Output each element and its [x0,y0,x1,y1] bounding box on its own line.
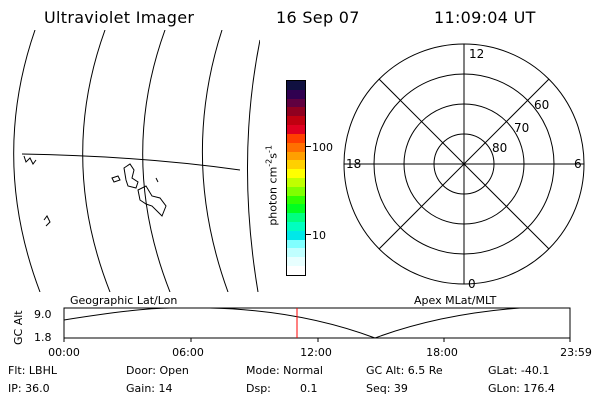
gain-info: Gain: 14 [126,382,173,395]
door-info: Door: Open [126,364,189,377]
colorbar-segment [287,230,305,240]
colorbar-segment [287,142,305,152]
colorbar-segment [287,107,305,117]
colorbar-tick-100: 100 [312,141,333,154]
ip-info: IP: 36.0 [8,382,50,395]
coastline [137,185,167,217]
meridian-line [201,30,229,292]
colorbar-tick-mark [306,146,311,147]
meridian-line [142,30,171,292]
polar-plot: 12 18 6 0 60 70 80 [343,43,585,291]
timeline-tick-0: 00:00 [48,346,80,359]
time-label: 11:09:04 UT [434,8,536,27]
mlt-label-0: 0 [468,277,476,291]
colorbar-segment [287,177,305,187]
colorbar-segment [287,151,305,161]
timeline-frame [63,307,571,339]
timeline-tick-1: 06:00 [172,346,204,359]
lat-label-80: 80 [492,141,507,155]
instrument-title: Ultraviolet Imager [44,8,195,27]
lat-label-70: 70 [514,121,529,135]
coastline [43,215,51,227]
colorbar-segment [287,125,305,134]
colorbar-segment [287,186,305,196]
date-label: 16 Sep 07 [276,8,360,27]
colorbar-segment [287,204,305,214]
timeline-tick-2: 12:00 [300,346,332,359]
timeline-ylabel: GC Alt [12,310,25,345]
glat-info: GLat: -40.1 [488,364,550,377]
altitude-curve [63,307,570,339]
colorbar [286,80,306,276]
colorbar-segment [287,239,305,249]
filter-info: Flt: LBHL [8,364,57,377]
mlt-label-12: 12 [469,47,484,61]
colorbar-segment [287,195,305,205]
mlt-label-18: 18 [346,157,361,171]
timeline-tick-4: 23:59 [560,346,592,359]
meridian-line [82,30,111,292]
meridian-line [247,39,260,292]
colorbar-segment [287,257,305,267]
colorbar-segment [287,133,305,143]
colorbar-segment [287,222,305,231]
colorbar-segment [287,266,305,275]
meridian-line [13,30,41,292]
timeline-tick-3: 18:00 [426,346,458,359]
colorbar-segment [287,89,305,99]
dsp-value: 0.1 [300,382,318,395]
glon-info: GLon: 176.4 [488,382,555,395]
mlt-line-diagonal [378,78,550,250]
gc-alt-info: GC Alt: 6.5 Re [366,364,443,377]
geographic-map [13,30,260,292]
colorbar-segment [287,98,305,108]
coastline [23,155,37,165]
colorbar-unit-label: photon cm-2s-1 [264,145,280,226]
coastline [111,175,121,183]
lat-label-60: 60 [534,98,549,112]
colorbar-segment [287,160,305,170]
geographic-panel-label: Geographic Lat/Lon [70,294,178,307]
coastline [123,163,139,189]
altitude-timeline: GC Alt 9.0 1.8 00:00 06:00 12:00 18:00 2… [12,307,592,359]
mode-info: Mode: Normal [246,364,323,377]
colorbar-tick-10: 10 [312,229,326,242]
seq-info: Seq: 39 [366,382,408,395]
horizon-line [21,153,241,171]
timeline-ymax: 9.0 [34,308,52,321]
coastline [155,177,159,183]
colorbar-segment [287,248,305,258]
timeline-ymin: 1.8 [34,331,52,344]
mlt-label-6: 6 [574,157,582,171]
colorbar-segment [287,213,305,222]
colorbar-tick-mark [306,234,311,235]
colorbar-segment [287,116,305,126]
colorbar-segment [287,81,305,90]
dsp-label: Dsp: [246,382,271,395]
colorbar-segment [287,169,305,178]
apex-panel-label: Apex MLat/MLT [414,294,497,307]
